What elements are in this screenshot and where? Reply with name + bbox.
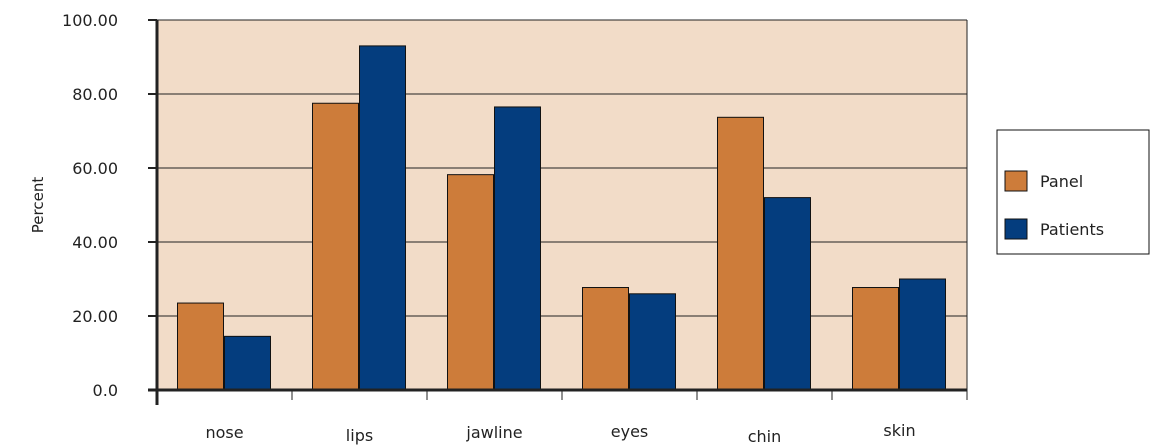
y-tick-label: 80.00 [72,85,118,104]
y-tick-label: 0.0 [93,381,118,400]
x-category-label: jawline [465,423,522,442]
bar-patients-jawline [494,106,541,391]
bar-panel-skin [852,287,899,391]
bar-panel-nose [177,302,224,391]
y-tick-labels: 0.0 20.00 40.00 60.00 80.00 100.00 [62,11,118,400]
y-tick-label: 20.00 [72,307,118,326]
bar-panel-lips [312,102,359,391]
bar-patients-lips [359,45,406,391]
legend-swatch-panel [1004,170,1028,192]
bar-patients-eyes [629,293,676,391]
legend-label-patients: Patients [1040,220,1104,239]
y-tick-label: 40.00 [72,233,118,252]
gridlines [148,19,967,391]
legend: Panel Patients [996,129,1150,255]
legend-swatch-patients [1004,218,1028,240]
x-category-label: nose [205,423,243,442]
bars [177,45,946,391]
axes [148,20,968,405]
bar-patients-skin [899,278,946,391]
bar-patients-chin [764,197,811,391]
bar-patients-nose [224,335,271,391]
legend-label-panel: Panel [1040,172,1083,191]
bar-panel-eyes [582,287,629,391]
x-category-label: eyes [611,422,649,441]
y-tick-label: 60.00 [72,159,118,178]
bar-panel-chin [717,116,764,391]
x-category-labels: nose lips jawline eyes chin skin [205,421,915,446]
y-axis-title: Percent [29,177,47,234]
bar-panel-jawline [447,174,494,391]
x-category-label: lips [346,426,373,445]
x-category-label: skin [883,421,915,440]
y-tick-label: 100.00 [62,11,118,30]
x-category-label: chin [748,427,782,446]
plot-background [157,20,967,390]
